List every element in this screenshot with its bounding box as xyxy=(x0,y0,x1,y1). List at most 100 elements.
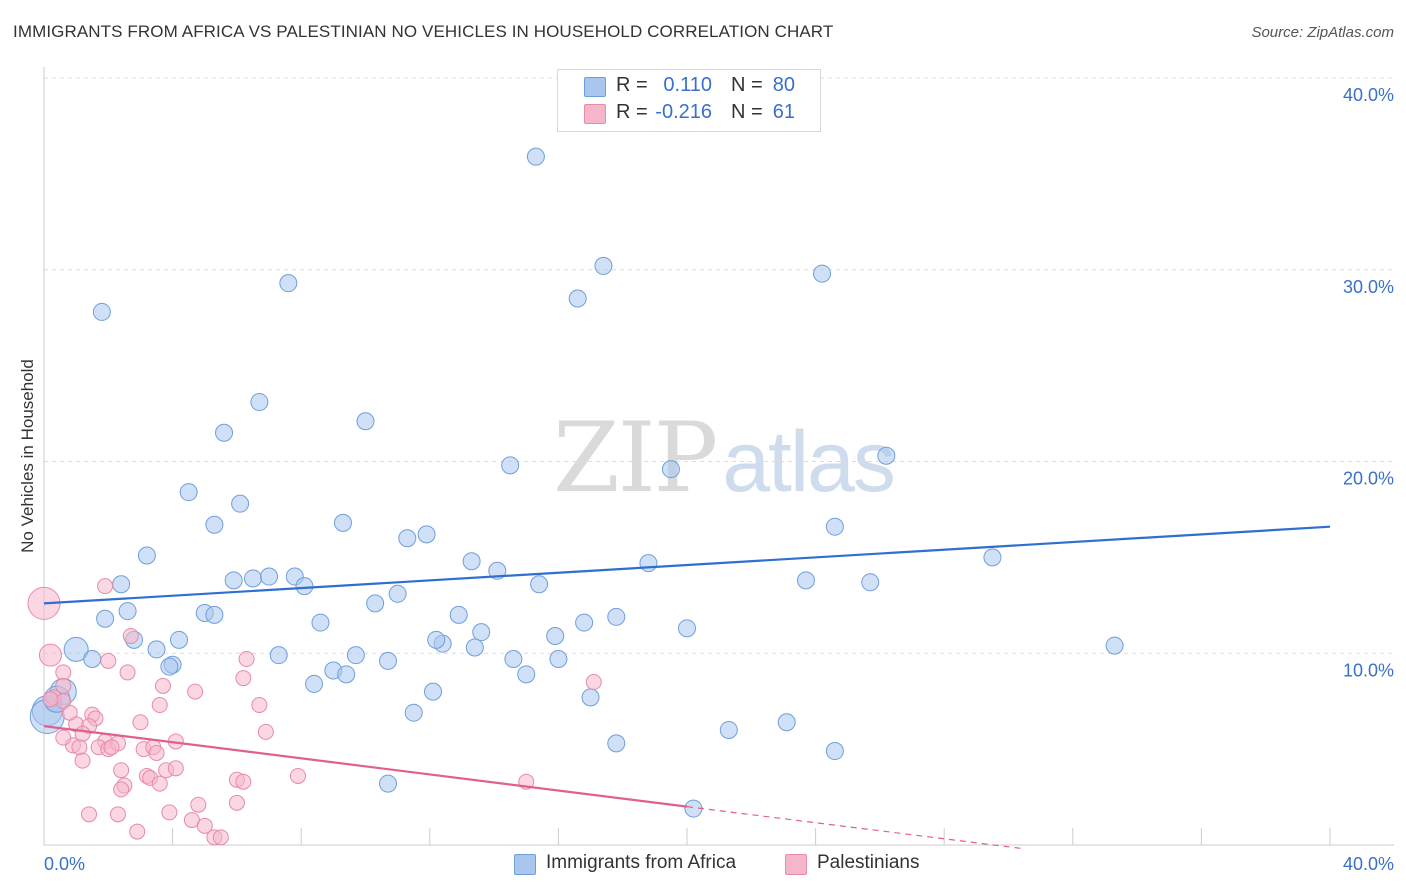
immigrants-point xyxy=(305,674,324,693)
immigrants-point xyxy=(398,529,417,548)
immigrants-point xyxy=(118,602,137,621)
palestinians-point xyxy=(109,806,126,823)
legend-r-value: 0.110 xyxy=(663,74,712,96)
palestinians-point xyxy=(228,794,245,811)
palestinians-trend-extension xyxy=(686,806,1025,850)
palestinians-point xyxy=(148,744,165,761)
immigrants-point xyxy=(517,665,536,684)
immigrants-point xyxy=(160,657,179,676)
palestinians-point xyxy=(238,651,255,668)
palestinians-point xyxy=(585,674,602,691)
immigrants-point xyxy=(356,412,375,431)
immigrants-point xyxy=(205,515,224,534)
immigrants-point xyxy=(678,619,696,638)
palestinians-point xyxy=(97,578,114,595)
palestinians-point xyxy=(38,643,62,667)
legend-row-immigrants: R = 0.110 N = 80 xyxy=(558,74,820,100)
palestinians-point xyxy=(122,627,139,644)
immigrants-trend-line xyxy=(43,525,1331,605)
immigrants-point xyxy=(568,289,587,308)
immigrants-point xyxy=(311,613,330,632)
source-label: Source: ZipAtlas.com xyxy=(1251,24,1394,41)
immigrants-point xyxy=(465,638,484,657)
palestinians-point xyxy=(74,752,91,769)
immigrants-point xyxy=(295,577,314,596)
stats-legend: R = 0.110 N = 80 R = -0.216 N = 61 xyxy=(557,69,821,132)
immigrants-point xyxy=(877,446,896,465)
y-tick-label: 10.0% xyxy=(1343,660,1394,680)
immigrants-point xyxy=(983,548,1002,567)
immigrants-point xyxy=(147,640,166,659)
immigrants-point xyxy=(449,605,468,624)
palestinians-point xyxy=(71,739,88,756)
palestinians-point xyxy=(235,773,252,790)
immigrants-point xyxy=(137,546,156,565)
immigrants-point xyxy=(719,720,738,739)
legend-swatch-blue xyxy=(584,77,606,97)
y-tick-label: 20.0% xyxy=(1343,469,1394,489)
immigrants-point xyxy=(504,650,523,669)
immigrants-point xyxy=(607,734,626,753)
legend-swatch-pink xyxy=(584,104,606,124)
palestinians-point xyxy=(257,723,274,740)
immigrants-point xyxy=(170,630,189,649)
immigrants-point xyxy=(607,607,626,626)
watermark: ZIPatlas xyxy=(553,402,896,514)
immigrants-point xyxy=(279,274,298,293)
palestinians-point xyxy=(113,781,130,798)
immigrants-point xyxy=(813,264,832,283)
immigrants-point xyxy=(215,423,234,442)
immigrants-point xyxy=(472,623,491,642)
palestinians-point xyxy=(61,704,78,721)
palestinians-point xyxy=(113,762,130,779)
immigrants-point xyxy=(549,650,568,669)
immigrants-point xyxy=(337,665,356,684)
palestinians-point xyxy=(187,683,204,700)
legend-r-label: R = xyxy=(616,101,648,123)
palestinians-point xyxy=(212,829,229,846)
palestinians-point xyxy=(81,806,98,823)
palestinians-point xyxy=(289,767,306,784)
palestinians-point xyxy=(251,697,268,714)
immigrants-point xyxy=(269,646,288,665)
immigrants-point xyxy=(546,626,565,645)
palestinians-point xyxy=(42,691,59,708)
immigrants-point xyxy=(825,517,844,536)
immigrants-point xyxy=(205,605,224,624)
immigrants-point xyxy=(92,302,111,321)
immigrants-point xyxy=(243,569,262,588)
legend-row-palestinians: R = -0.216 N = 61 xyxy=(558,101,820,127)
palestinians-point xyxy=(235,670,252,687)
immigrants-point xyxy=(639,554,658,573)
palestinians-point xyxy=(151,775,168,792)
immigrants-point xyxy=(526,147,545,166)
immigrants-point xyxy=(427,630,446,649)
palestinians-point xyxy=(132,714,149,731)
legend-n-label: N = xyxy=(731,74,763,96)
immigrants-point xyxy=(462,552,481,571)
palestinians-point xyxy=(55,664,72,681)
immigrants-point xyxy=(346,646,365,665)
x-tick-label-right: 40.0% xyxy=(1343,854,1394,874)
palestinians-point xyxy=(55,729,72,746)
y-tick-label: 40.0% xyxy=(1343,85,1394,105)
bottom-legend-swatch-pink xyxy=(785,854,807,875)
palestinians-point xyxy=(100,652,117,669)
immigrants-point xyxy=(1105,636,1124,655)
immigrants-point xyxy=(417,525,436,544)
immigrants-point xyxy=(825,742,844,761)
immigrants-point xyxy=(379,774,398,793)
watermark-zip: ZIP xyxy=(553,402,718,514)
bottom-legend-label: Palestinians xyxy=(817,852,920,873)
immigrants-point xyxy=(112,575,131,594)
immigrants-point xyxy=(581,688,600,707)
immigrants-point xyxy=(224,571,243,590)
immigrants-point xyxy=(530,575,549,594)
immigrants-point xyxy=(63,636,89,662)
immigrants-point xyxy=(575,613,594,632)
immigrants-point xyxy=(388,584,407,603)
immigrants-point xyxy=(594,256,613,275)
palestinians-point xyxy=(151,697,168,714)
palestinians-point xyxy=(161,804,178,821)
